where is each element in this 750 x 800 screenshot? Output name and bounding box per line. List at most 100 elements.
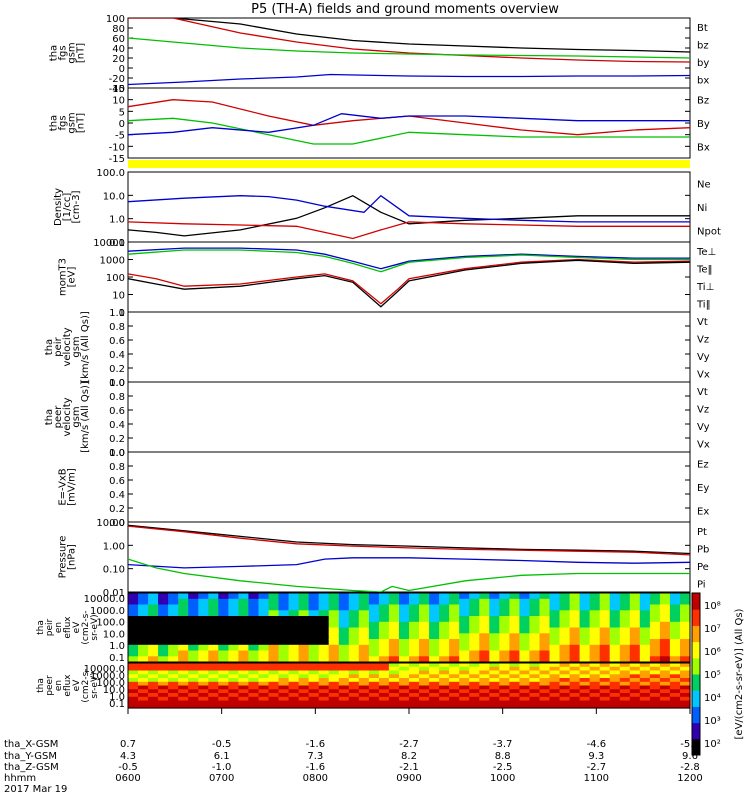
spectrogram-cell (589, 610, 601, 617)
spectrogram-cell (659, 627, 671, 634)
spectrogram-cell (198, 689, 209, 694)
spectrogram-cell (399, 616, 410, 623)
spectrogram-cell (328, 704, 340, 709)
spectrogram-cell (348, 696, 360, 702)
panel-frame (127, 87, 691, 159)
spectrogram-cell (429, 704, 440, 709)
spectrogram-cell (178, 685, 189, 690)
spectrogram-cell (208, 621, 219, 629)
spectrogram-cell (148, 616, 159, 623)
y-axis-label: sr-eV) (90, 672, 100, 698)
spectrogram-cell (409, 663, 420, 668)
series-line-bx (128, 73, 690, 86)
x-row-label: tha_Z-GSM (4, 762, 59, 773)
spectrogram-cell (188, 696, 199, 702)
spectrogram-cell (188, 604, 199, 611)
spectrogram-cell (368, 670, 380, 675)
y-axis-label: eflux (63, 616, 73, 639)
spectrogram-cell (218, 685, 229, 690)
spectrogram-cell (649, 593, 661, 600)
spectrogram-cell (609, 685, 621, 690)
spectrogram-cell (308, 681, 320, 687)
spectrogram-cell (338, 621, 350, 629)
spectrogram-cell (479, 610, 490, 617)
spectrogram-cell (509, 633, 520, 640)
colorbar-tick-label: 10⁴ (704, 693, 721, 704)
y-axis-label: gsm (71, 406, 82, 427)
spectrogram-cell (128, 610, 139, 617)
spectrogram-cell (338, 681, 350, 687)
spectrogram-cell (388, 696, 400, 702)
spectrogram-cell (669, 633, 681, 640)
spectrogram-cell (529, 616, 540, 623)
spectrogram-cell (599, 627, 611, 634)
spectrogram-cell (419, 639, 430, 646)
spectrogram-cell (459, 610, 470, 617)
spectrogram-cell (529, 593, 540, 600)
y-tick-label: 1.00 (103, 541, 125, 552)
spectrogram-cell (368, 598, 380, 606)
spectrogram-cell (649, 693, 661, 698)
spectrogram-cell (549, 685, 561, 690)
spectrogram-cell (479, 593, 490, 600)
spectrogram-cell (579, 650, 591, 657)
spectrogram-cell (559, 663, 571, 668)
y-axis-label: [eV] (67, 267, 78, 288)
spectrogram-cell (419, 616, 430, 623)
spectrogram-cell (539, 604, 551, 611)
spectrogram-cell (328, 610, 340, 617)
spectrogram-cell (469, 644, 480, 652)
spectrogram-cell (338, 604, 350, 611)
spectrogram-cell (338, 704, 350, 709)
spectrogram-cell (128, 696, 139, 702)
spectrogram-cell (599, 681, 611, 687)
spectrogram-cell (639, 670, 651, 675)
spectrogram-cell (358, 670, 370, 675)
spectrogram-cell (449, 593, 460, 600)
spectrogram-cell (609, 693, 621, 698)
spectrogram-cell (439, 685, 450, 690)
spectrogram-cell (399, 670, 410, 675)
spectrogram-cell (409, 639, 420, 646)
spectrogram-cell (469, 674, 480, 679)
spectrogram-cell (559, 656, 571, 663)
spectrogram-cell (298, 666, 310, 672)
spectrogram-cell (138, 650, 149, 657)
spectrogram-cell (680, 689, 691, 694)
spectrogram-cell (298, 693, 310, 698)
spectrogram-cell (619, 670, 631, 675)
y-axis-label: fgs (58, 45, 69, 60)
spectrogram-cell (439, 598, 450, 606)
spectrogram-cell (368, 639, 380, 646)
spectrogram-cell (649, 627, 661, 634)
spectrogram-cell (328, 700, 340, 705)
spectrogram-cell (579, 685, 591, 690)
colorbar-segment (692, 625, 700, 643)
spectrogram-cell (589, 696, 601, 702)
spectrogram-cell (158, 693, 169, 698)
spectrogram-cell (218, 666, 229, 672)
spectrogram-cell (148, 704, 159, 709)
spectrogram-cell (368, 689, 380, 694)
spectrogram-cell (218, 616, 229, 623)
spectrogram-cell (278, 678, 290, 683)
spectrogram-cell (248, 666, 259, 672)
spectrogram-cell (368, 604, 380, 611)
spectrogram-cell (198, 633, 209, 640)
spectrogram-cell (589, 644, 601, 652)
spectrogram-cell (649, 696, 661, 702)
spectrogram-cell (198, 656, 209, 663)
spectrogram-cell (609, 610, 621, 617)
y-tick-label: 0.4 (109, 350, 125, 361)
spectrogram-cell (419, 627, 430, 634)
spectrogram-cell (198, 681, 209, 687)
spectrogram-cell (178, 593, 189, 600)
spectrogram-cell (318, 616, 330, 623)
spectrogram-cell (489, 666, 500, 672)
spectrogram-cell (519, 639, 530, 646)
spectrogram-cell (469, 700, 480, 705)
spectrogram-cell (599, 621, 611, 629)
spectrogram-cell (278, 704, 290, 709)
spectrogram-cell (680, 616, 691, 623)
spectrogram-cell (318, 593, 330, 600)
